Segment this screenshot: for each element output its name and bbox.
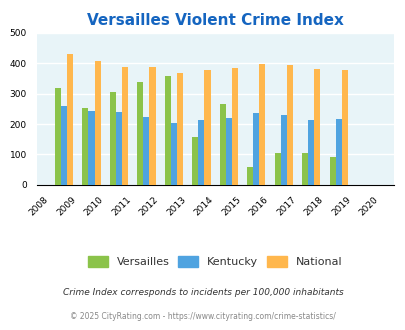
Text: © 2025 CityRating.com - https://www.cityrating.com/crime-statistics/: © 2025 CityRating.com - https://www.city… [70, 312, 335, 321]
Bar [225, 118, 231, 185]
Bar [313, 69, 320, 185]
Bar [335, 119, 341, 185]
Text: Crime Index corresponds to incidents per 100,000 inhabitants: Crime Index corresponds to incidents per… [62, 287, 343, 297]
Bar [88, 111, 94, 185]
Bar [198, 119, 204, 185]
Bar [110, 92, 116, 185]
Bar [280, 115, 286, 185]
Bar [259, 64, 265, 185]
Bar [171, 123, 177, 185]
Bar [307, 119, 313, 185]
Bar [274, 153, 280, 185]
Bar [116, 112, 122, 185]
Bar [302, 153, 307, 185]
Bar [192, 137, 198, 185]
Title: Versailles Violent Crime Index: Versailles Violent Crime Index [87, 13, 343, 28]
Bar [247, 167, 253, 185]
Bar [286, 65, 292, 185]
Bar [122, 67, 128, 185]
Bar [220, 104, 225, 185]
Bar [94, 61, 100, 185]
Bar [67, 54, 73, 185]
Bar [231, 68, 237, 185]
Legend: Versailles, Kentucky, National: Versailles, Kentucky, National [83, 251, 346, 271]
Bar [143, 117, 149, 185]
Bar [341, 70, 347, 185]
Bar [149, 67, 155, 185]
Bar [164, 76, 171, 185]
Bar [204, 70, 210, 185]
Bar [55, 88, 61, 185]
Bar [253, 114, 259, 185]
Bar [177, 73, 183, 185]
Bar [61, 106, 67, 185]
Bar [329, 157, 335, 185]
Bar [82, 108, 88, 185]
Bar [137, 82, 143, 185]
